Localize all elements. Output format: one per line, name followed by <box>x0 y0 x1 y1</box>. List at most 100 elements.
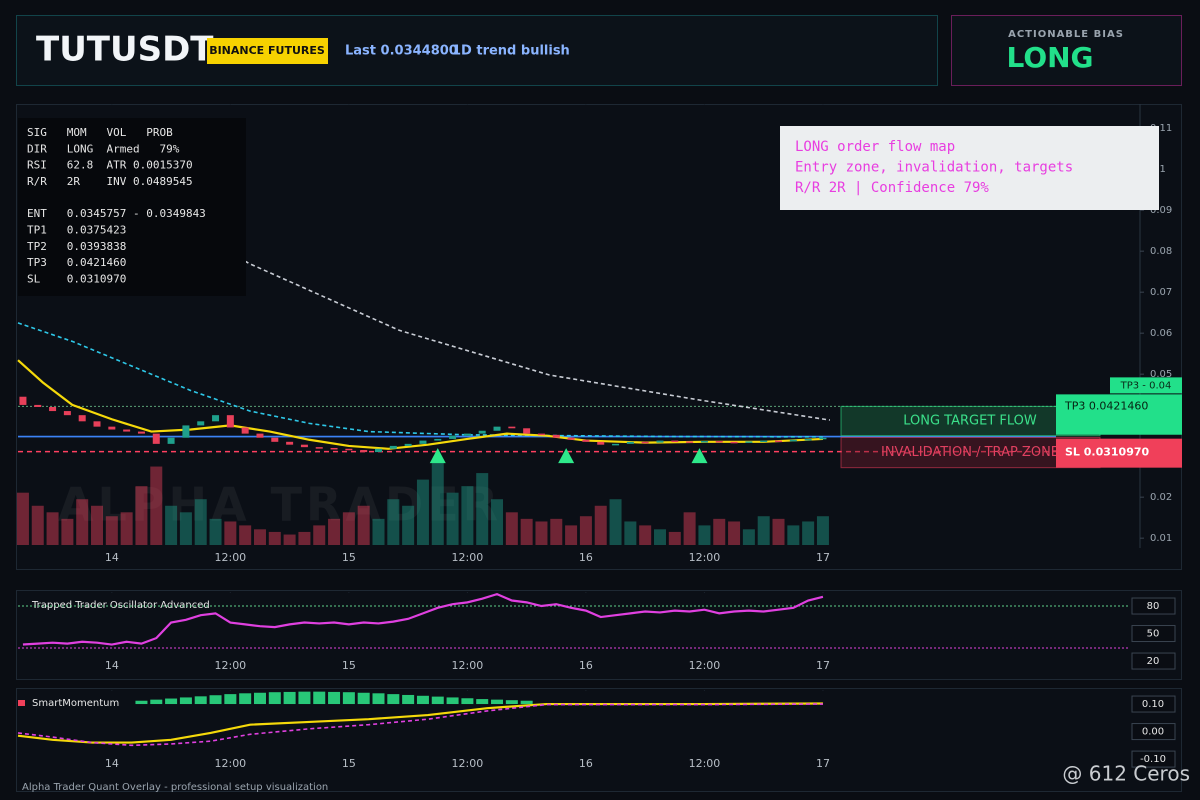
candle <box>582 439 590 442</box>
volume-bar <box>565 525 578 545</box>
histogram-bar <box>342 692 355 705</box>
candle <box>330 447 338 450</box>
histogram-bar <box>491 699 504 705</box>
histogram-bar <box>268 692 281 705</box>
volume-bar <box>328 518 341 545</box>
x-tick-label: 16 <box>579 757 593 770</box>
stats-line: SL 0.0310970 <box>27 272 126 285</box>
candle <box>552 434 560 438</box>
volume-bar <box>209 518 222 545</box>
tp-label: TP3 0.0421460 <box>1064 399 1148 412</box>
candle <box>612 443 620 446</box>
volume-bar <box>668 531 681 545</box>
x-tick-label: 16 <box>579 659 593 672</box>
tp-label-bg <box>1056 394 1182 435</box>
histogram-bar <box>387 694 400 705</box>
volume-bar <box>105 516 118 545</box>
series-line <box>22 592 824 646</box>
plot-layer: 1412:001512:001612:00170.010.020.030.040… <box>16 104 1182 770</box>
candle <box>523 428 531 434</box>
x-tick-label: 12:00 <box>452 659 484 672</box>
candle <box>804 438 812 441</box>
volume-bar <box>224 521 237 545</box>
note-box <box>780 126 1159 210</box>
overlay-line <box>17 359 824 450</box>
candle <box>241 427 249 434</box>
watermark: ALPHA TRADER <box>58 478 502 532</box>
candle <box>641 441 649 444</box>
signal-marker <box>691 448 708 464</box>
volume-bar <box>802 521 815 545</box>
y-tick-label: 0.08 <box>1150 246 1172 257</box>
candle <box>537 433 545 436</box>
y-tick-label: 80 <box>1147 601 1160 612</box>
y-tick-box <box>1131 750 1176 768</box>
bias-label: ACTIONABLE BIAS <box>1008 29 1124 40</box>
x-tick-label: 17 <box>816 659 830 672</box>
candle <box>315 447 323 449</box>
candle <box>789 439 797 442</box>
candle <box>182 425 190 438</box>
candle <box>63 411 71 416</box>
x-tick-label: 12:00 <box>689 757 721 770</box>
volume-bar <box>609 499 622 545</box>
candle <box>78 415 86 422</box>
candle <box>419 440 427 444</box>
symbol: TUTUSDT <box>36 30 214 70</box>
last-price: Last 0.0344800 <box>345 44 458 59</box>
x-tick-label: 16 <box>579 551 593 564</box>
stats-line: TP2 0.0393838 <box>27 240 126 253</box>
histogram-bar <box>313 691 326 705</box>
candle <box>700 440 708 443</box>
y-tick-label: 0.05 <box>1150 369 1172 380</box>
volume-bar <box>402 505 415 545</box>
candle <box>152 433 160 444</box>
note-line: Entry zone, invalidation, targets <box>795 160 1073 176</box>
target-box-label: LONG TARGET FLOW <box>903 414 1037 429</box>
candle <box>212 415 220 422</box>
histogram-bar <box>402 694 415 705</box>
badge-bg <box>207 38 328 64</box>
stats-line: TP1 0.0375423 <box>27 224 126 237</box>
candle <box>567 437 575 440</box>
overlay-line <box>17 322 823 438</box>
y-tick-label: 0.06 <box>1150 328 1172 339</box>
candle <box>686 441 694 443</box>
stats-panel <box>18 118 246 296</box>
histogram-bar <box>446 697 459 705</box>
tp-tag-bg <box>1110 377 1182 394</box>
volume-bar <box>550 518 563 545</box>
volume-bar <box>387 499 400 545</box>
volume-bar <box>728 521 741 545</box>
candle <box>434 438 442 441</box>
y-tick-label: 0.00 <box>1142 727 1164 738</box>
volume-bar <box>91 505 104 545</box>
candle <box>493 426 501 431</box>
candle <box>123 429 131 432</box>
volume-bar <box>461 486 474 545</box>
candle <box>404 443 412 446</box>
x-tick-label: 14 <box>105 659 119 672</box>
stats-line: TP3 0.0421460 <box>27 256 126 269</box>
candle <box>463 433 471 436</box>
y-tick-label: 50 <box>1147 629 1160 640</box>
momentum-panel <box>16 688 1182 792</box>
y-tick-label: 0.10 <box>1142 699 1164 710</box>
volume-bar <box>742 529 755 545</box>
histogram-bar <box>239 693 252 705</box>
volume-bar <box>639 525 652 545</box>
x-tick-label: 12:00 <box>689 659 721 672</box>
y-tick-box <box>1131 652 1176 670</box>
histogram-bar <box>194 696 207 705</box>
volume-bar <box>298 531 311 545</box>
volume-bar <box>698 525 711 545</box>
x-tick-label: 12:00 <box>214 551 246 564</box>
signal-marker <box>558 448 575 464</box>
candle <box>256 433 264 438</box>
candle <box>137 431 145 434</box>
histogram-bar <box>372 693 385 705</box>
volume-bar <box>505 512 518 545</box>
signal-marker <box>429 448 446 464</box>
x-tick-label: 12:00 <box>452 551 484 564</box>
